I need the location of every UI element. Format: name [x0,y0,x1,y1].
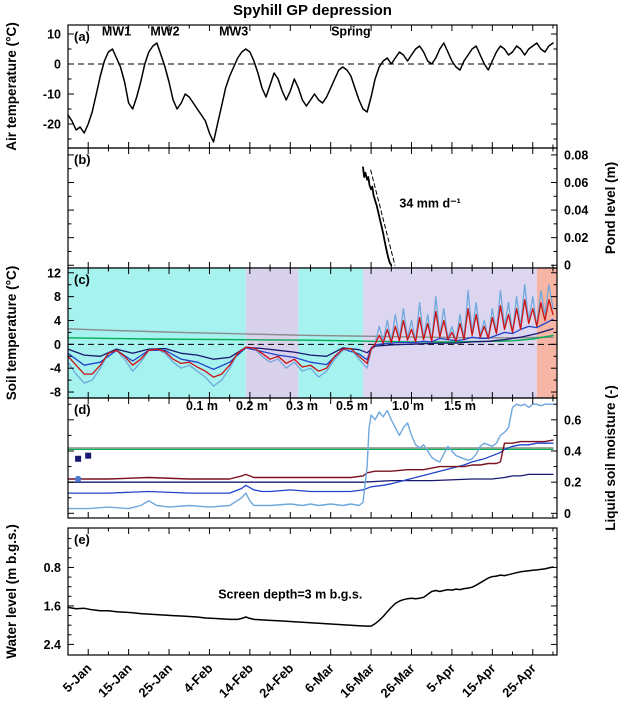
legend-item-1.5m: 1.5 m [444,399,476,413]
y-tick-label-a: 0 [54,58,61,72]
panel-e: 0.8 1.6 2.4 Water level (m b.g.s.) (e) Screen… [4,524,558,659]
panel-frame-d [67,397,558,519]
panel-letter-e: (e) [74,532,90,547]
y-tick-label-b: 0.06 [564,176,588,190]
y-tick-label-c: 8 [54,290,61,304]
series-moisture-0.5m [67,473,554,483]
legend-item-0.3m: 0.3 m [286,399,318,413]
x-tick-label: 6-Mar [302,661,337,696]
legend-item-0.5m: 0.5 m [336,399,368,413]
y-tick-label-b: 0.08 [564,148,588,162]
annotation-a-2: MW3 [219,25,248,39]
x-tick-label: 24-Feb [256,660,296,700]
series-pond-level [362,166,393,267]
y-tick-label-d: 0 [564,507,571,521]
marker-circle [74,475,82,483]
panel-a: 10 0 -10 -20 Air temperature (°C) (a) MW1 MW2 MW… [4,22,558,151]
y-tick-label-c: -8 [50,386,61,400]
series-soil-temp-1.0m [67,334,554,343]
series-soil-temp-0.3m [67,318,554,371]
marker-square [75,455,82,462]
legend-item-0.2m: 0.2 m [236,399,268,413]
annotation-e-0: Screen depth=3 m b.g.s. [218,588,362,602]
shading-band-c-2 [298,268,364,398]
y-tick-label-d: 0.4 [564,444,581,458]
series-pond-recession-34mm-reference [370,169,396,266]
y-tick-label-c: -4 [50,362,61,376]
series-moisture-0.1m [67,403,554,510]
annotation-a-3: Spring [331,25,371,39]
y-tick-label-a: -20 [43,118,61,132]
x-tick-label: 4-Feb [180,660,215,695]
annotation-a-0: MW1 [102,25,131,39]
panel-d: 0.6 0.4 0.2 0 Liquid soil moisture (-) (d) 0.1… [67,385,618,531]
x-tick-label: 15-Jan [95,660,135,700]
y-tick-label-e: 2.4 [44,638,61,652]
panel-frame-a [67,24,558,149]
legend-item-0.1m: 0.1 m [186,399,218,413]
panel-frame-e [67,527,558,656]
y-tick-label-d: 0.6 [564,413,581,427]
y-axis-title-d: Liquid soil moisture (-) [603,385,618,531]
x-tick-label: 5-Jan [60,660,95,695]
y-axis-title-b: Pond level (m) [603,162,618,254]
y-axis-title-a: Air temperature (°C) [4,22,19,150]
y-tick-label-e: 1.6 [44,599,61,613]
series-air-temperature [67,42,554,143]
y-tick-label-b: 0 [564,259,571,273]
x-tick-label: 14-Feb [216,660,256,700]
annotation-a-1: MW2 [150,25,179,39]
figure-title: Spyhill GP depression [233,2,392,19]
x-tick-label: 15-Apr [459,661,499,701]
x-tick-label: 25-Jan [135,660,175,700]
y-tick-label-c: 4 [54,314,61,328]
x-tick-label: 16-Mar [337,661,377,701]
y-axis-title-e: Water level (m b.g.s.) [4,524,19,659]
series-soil-temp-0.5m [67,328,554,360]
panel-letter-a: (a) [74,29,90,44]
y-tick-label-c: 0 [54,338,61,352]
y-tick-label-a: 10 [47,28,61,42]
series-soil-temp-0.2m [67,298,554,378]
panel-frame-b [67,147,558,269]
y-tick-label-d: 0.2 [564,476,581,490]
panel-c: 12 8 4 0 -4 -8 Soil temperature (°C) (c) [4,266,558,400]
y-tick-label-a: -10 [43,88,61,102]
x-tick-label: 25-Apr [499,661,539,701]
shading-band-c-1 [245,268,299,398]
y-tick-label-c: 12 [47,266,61,280]
y-tick-label-b: 0.04 [564,204,588,218]
series-water-level [67,566,554,627]
y-tick-label-e: 0.8 [44,561,61,575]
series-moisture-0.2m [67,439,554,480]
marker-square [85,452,92,459]
panel-letter-b: (b) [74,152,91,167]
series-moisture-0.3m [67,442,554,494]
y-axis-title-c: Soil temperature (°C) [4,266,19,400]
series-soil-temp-1.5m [67,328,554,339]
panel-letter-d: (d) [74,402,91,417]
x-tick-label: 5-Apr [423,661,458,696]
panel-letter-c: (c) [74,272,90,287]
legend-item-1.0m: 1.0 m [392,399,424,413]
y-tick-label-b: 0.02 [564,231,588,245]
annotation-b-0: 34 mm d⁻¹ [399,196,460,210]
panel-b: 0.08 0.06 0.04 0.02 0 Pond level (m) (b) 34 mm … [67,147,618,273]
x-tick-label: 26-Mar [377,661,417,701]
